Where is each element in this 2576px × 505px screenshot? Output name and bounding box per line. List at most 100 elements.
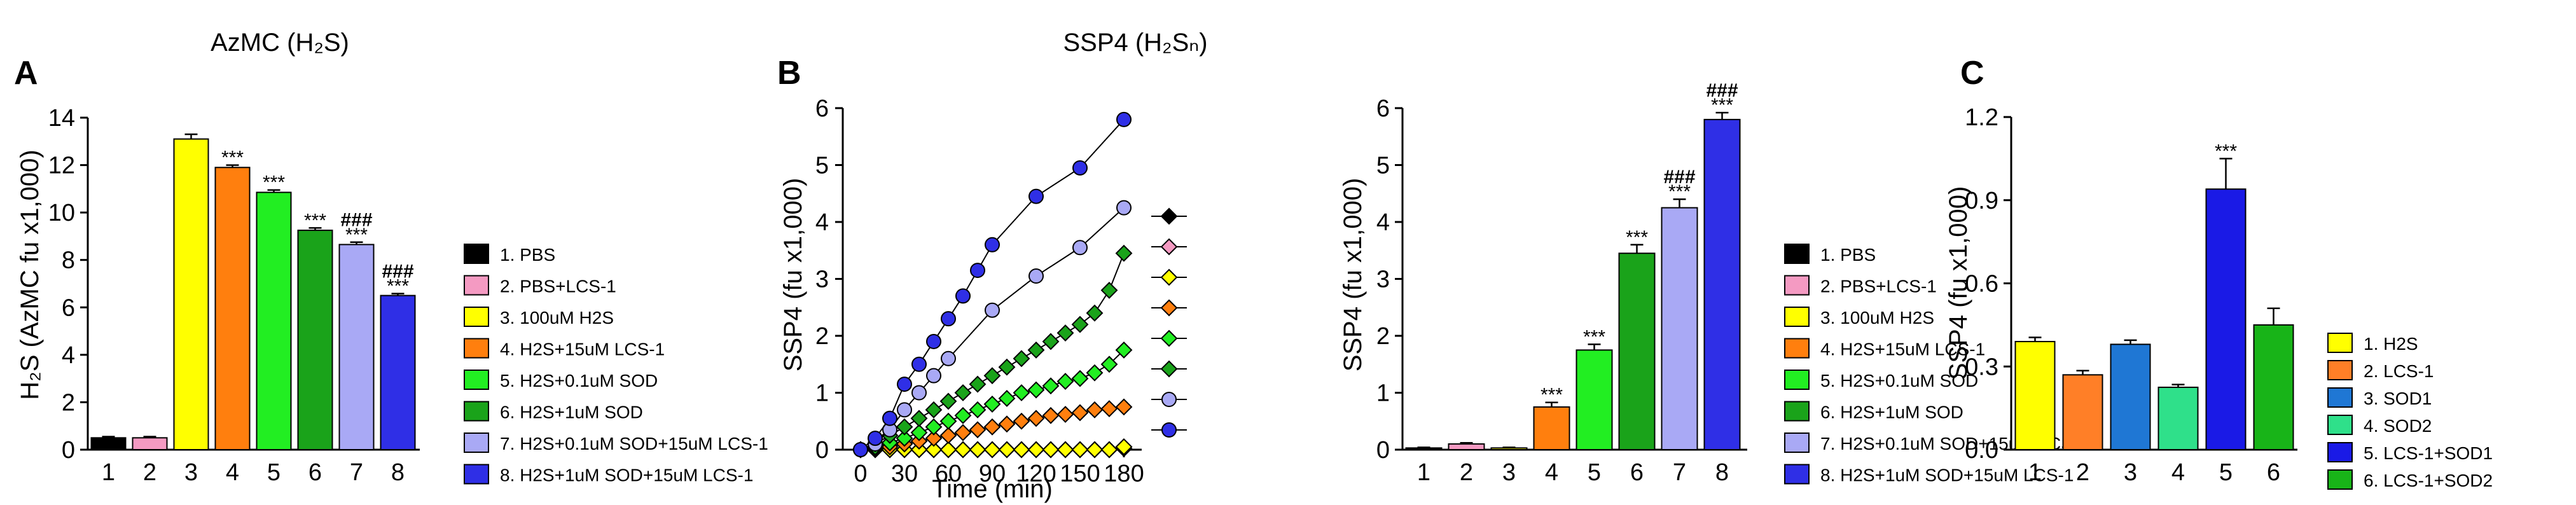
chart-b-data-point	[1086, 304, 1104, 322]
chart-b-data-point	[970, 263, 985, 279]
chart-b-data-point	[1028, 188, 1044, 204]
chart-b-data-point	[1071, 404, 1089, 422]
chart-c-xtick-label: 3	[2124, 459, 2137, 486]
chart-a-legend-swatch	[464, 464, 489, 485]
chart-c-ytick-label: 1.2	[1965, 104, 1998, 131]
chart-b-data-point	[998, 441, 1016, 459]
chart-b-data-point	[1042, 441, 1060, 459]
chart-b-data-point	[998, 415, 1016, 433]
chart-b-data-point	[983, 395, 1001, 413]
chart-b-data-point	[1115, 438, 1133, 455]
chart-b-bar-significance-label: ***	[1626, 227, 1648, 248]
chart-b-bar-legend-label: 4. H2S+15uM LCS-1	[1820, 340, 1985, 359]
chart-b-data-point	[939, 441, 957, 459]
chart-b-data-point	[969, 375, 987, 393]
chart-b-bar-bar	[1448, 443, 1485, 450]
chart-b-data-point	[1013, 384, 1030, 401]
chart-b-data-point	[969, 441, 987, 459]
chart-a-legend-swatch	[464, 432, 489, 453]
chart-a-legend-swatch	[464, 401, 489, 422]
chart-b-data-point	[983, 367, 1001, 385]
chart-a-significance-label: ***	[387, 276, 409, 297]
chart-b-data-point	[925, 418, 943, 436]
chart-a-significance-label: ***	[345, 225, 368, 246]
chart-b-data-point	[954, 406, 972, 424]
chart-c-bar	[2110, 343, 2151, 451]
chart-c-ylabel: SSP4 (fu x1,000)	[1944, 186, 1972, 380]
chart-a-legend-label: 8. H2S+1uM SOD+15uM LCS-1	[500, 466, 753, 485]
chart-b-line-ylabel: SSP4 (fu x1,000)	[779, 178, 807, 372]
chart-a-bar	[90, 437, 127, 450]
chart-b-bar-bar	[1405, 447, 1443, 451]
chart-b-data-point	[939, 392, 957, 410]
chart-b-title: SSP4 (H₂Sₙ)	[1063, 29, 1207, 57]
chart-b-bar-xtick-label: 1	[1417, 459, 1430, 486]
chart-b-data-point	[985, 237, 1000, 253]
panel-b: B SSP4 (H₂Sₙ) SSP4 (fu x1,000) Time (min…	[777, 29, 2089, 503]
chart-a-ytick-label: 10	[48, 200, 75, 226]
chart-b-data-point	[882, 410, 897, 426]
chart-c-legend-label: 1. H2S	[2364, 334, 2418, 354]
chart-b-line-xtick-label: 90	[979, 460, 1006, 487]
chart-b-data-point	[911, 356, 927, 372]
chart-b-data-point	[1071, 315, 1089, 333]
chart-b-data-point	[983, 418, 1001, 436]
chart-b-data-point	[1027, 341, 1045, 359]
chart-b-bar-legend-label: 2. PBS+LCS-1	[1820, 277, 1937, 296]
chart-c-legend-label: 5. LCS-1+SOD1	[2364, 443, 2493, 463]
chart-b-line-ytick-label: 1	[815, 380, 829, 407]
chart-c-ytick-label: 0.0	[1965, 437, 1998, 464]
chart-b-bar-legend-swatch	[1784, 370, 1810, 390]
chart-b-line-xlabel: Time (min)	[932, 475, 1053, 503]
chart-b-bar-significance-label: ***	[1711, 95, 1733, 116]
chart-c-legend-label: 3. SOD1	[2364, 389, 2432, 408]
chart-c-xtick-label: 2	[2076, 459, 2089, 486]
chart-b-bar-legend-label: 3. 100uM H2S	[1820, 308, 1934, 328]
chart-c-ytick-label: 0.9	[1965, 188, 1998, 214]
chart-b-data-point	[911, 385, 927, 401]
chart-b-data-point	[954, 384, 972, 401]
chart-a-xtick-label: 4	[226, 459, 239, 486]
chart-b-bar-legend-swatch	[1784, 244, 1810, 264]
chart-b-data-point	[941, 311, 956, 327]
chart-a-ytick-label: 8	[62, 247, 75, 274]
chart-c-significance-label: ***	[2215, 141, 2237, 162]
chart-a-bar	[380, 294, 416, 450]
chart-b-bar-legend-label: 6. H2S+1uM SOD	[1820, 403, 1963, 422]
chart-b-line-xtick-label: 60	[935, 460, 962, 487]
chart-a-ytick-label: 0	[62, 437, 75, 464]
chart-b-bar-ytick-label: 2	[1376, 323, 1390, 350]
chart-b-data-point	[1056, 441, 1074, 459]
chart-b-bar-bar	[1575, 349, 1613, 450]
chart-a-xtick-label: 2	[143, 459, 156, 486]
chart-b-bar-significance-label: ***	[1541, 385, 1563, 406]
chart-b-data-point	[910, 424, 928, 441]
chart-b-bar-bar	[1490, 447, 1528, 451]
chart-b-data-point	[1013, 441, 1030, 459]
chart-c-legend-swatch	[2327, 442, 2353, 462]
chart-a-ytick-label: 2	[62, 389, 75, 416]
chart-b-bar-legend-label: 5. H2S+0.1uM SOD	[1820, 371, 1978, 391]
chart-c-legend-swatch	[2327, 387, 2353, 408]
chart-b-bar-bar	[1703, 118, 1741, 450]
chart-b-data-point	[955, 288, 971, 304]
chart-b-data-point	[1100, 441, 1118, 459]
chart-a-xtick-label: 3	[184, 459, 198, 486]
chart-c-legend-label: 6. LCS-1+SOD2	[2364, 471, 2493, 490]
chart-b-bar-significance-label: ###	[1663, 167, 1695, 188]
chart-a-xtick-label: 6	[308, 459, 322, 486]
chart-b-bar-xtick-label: 8	[1715, 459, 1729, 486]
chart-b-data-point	[1115, 244, 1133, 262]
chart-b-data-point	[1116, 200, 1132, 216]
chart-b-data-point	[910, 441, 928, 459]
chart-b-data-point	[939, 412, 957, 430]
chart-a-significance-label: ***	[304, 210, 326, 231]
chart-b-data-point	[868, 431, 883, 446]
chart-a-legend-label: 7. H2S+0.1uM SOD+15uM LCS-1	[500, 434, 768, 453]
panel-a: A AzMC (H₂S) H₂S (AzMC fu x1,000) 0 2 4 6 8 1…	[14, 29, 768, 486]
chart-b-data-point	[896, 429, 913, 447]
chart-b-key-marker	[1160, 207, 1178, 225]
chart-b-data-point	[926, 368, 941, 384]
chart-a-significance-label: ***	[221, 148, 244, 169]
